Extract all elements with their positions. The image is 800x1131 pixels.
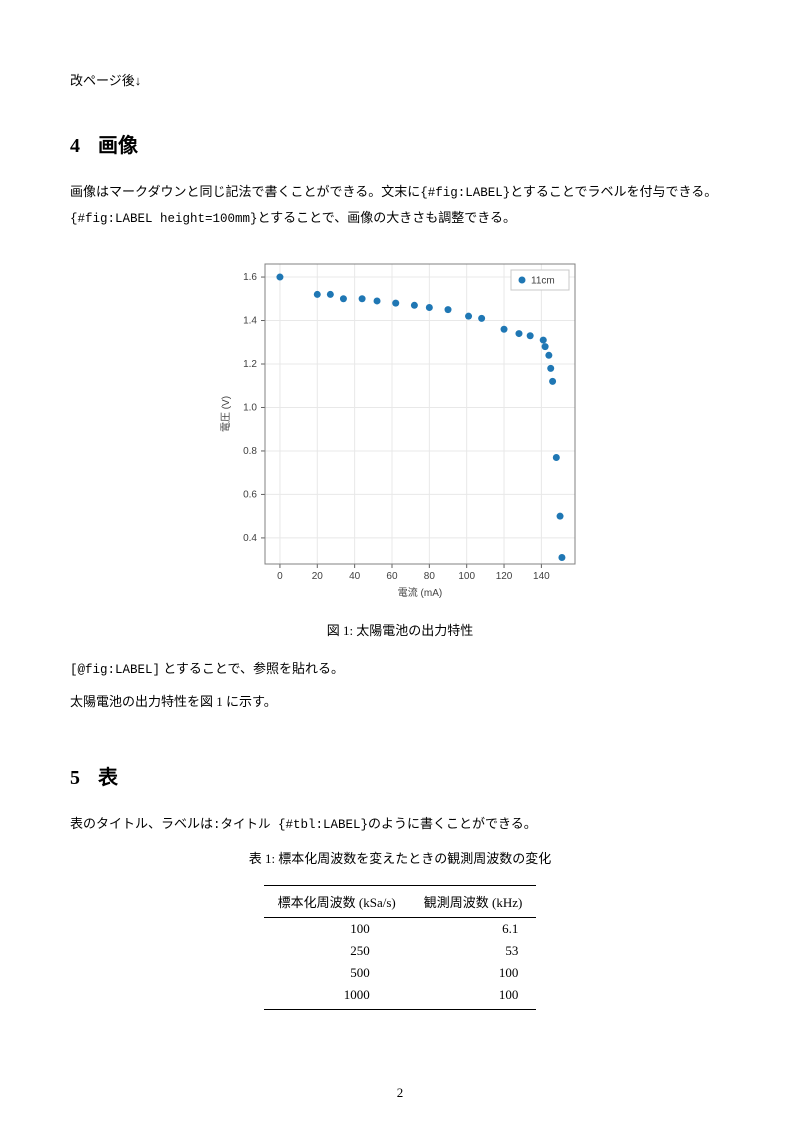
svg-text:20: 20 — [312, 571, 324, 582]
table-row: 1000100 — [264, 984, 537, 1010]
table-row: 500100 — [264, 962, 537, 984]
svg-text:電圧 (V): 電圧 (V) — [220, 395, 232, 431]
svg-text:1.6: 1.6 — [243, 272, 257, 283]
table-container: 標本化周波数 (kSa/s) 観測周波数 (kHz) 1006.12505350… — [70, 885, 730, 1010]
section-4-heading: 4 画像 — [70, 129, 730, 158]
svg-text:0.6: 0.6 — [243, 489, 257, 500]
pagebreak-note: 改ページ後↓ — [70, 70, 730, 89]
table-row: 1006.1 — [264, 917, 537, 940]
page-number: 2 — [0, 1085, 800, 1101]
inline-code: [@fig:LABEL] — [70, 663, 160, 677]
svg-text:140: 140 — [533, 571, 550, 582]
table-cell: 53 — [410, 940, 537, 962]
svg-text:60: 60 — [386, 571, 398, 582]
table-cell: 100 — [410, 962, 537, 984]
svg-text:1.4: 1.4 — [243, 315, 257, 326]
svg-text:80: 80 — [424, 571, 436, 582]
para-text: のように書くことができる。 — [368, 816, 537, 831]
table-header-cell: 観測周波数 (kHz) — [410, 885, 537, 917]
reference-paragraph-2: 太陽電池の出力特性を図 1 に示す。 — [70, 690, 730, 715]
section-5-paragraph: 表のタイトル、ラベルは:タイトル {#tbl:LABEL}のように書くことができ… — [70, 812, 730, 838]
frequency-table: 標本化周波数 (kSa/s) 観測周波数 (kHz) 1006.12505350… — [264, 885, 537, 1010]
section-5-number: 5 — [70, 767, 80, 789]
table-cell: 100 — [264, 917, 410, 940]
section-4-number: 4 — [70, 135, 80, 157]
table-cell: 6.1 — [410, 917, 537, 940]
inline-code: :タイトル {#tbl:LABEL} — [213, 818, 368, 832]
svg-text:1.0: 1.0 — [243, 402, 257, 413]
para-text: 表のタイトル、ラベルは — [70, 816, 213, 831]
figure-block: 0 20 40 60 80 100 120 140 0.4 0.6 0.8 1.0 1.2 1.4 1.6 電… — [70, 250, 730, 610]
svg-text:120: 120 — [496, 571, 513, 582]
svg-text:1.2: 1.2 — [243, 359, 257, 370]
inline-code: {#fig:LABEL height=100mm} — [70, 212, 258, 226]
table-caption: 表 1: 標本化周波数を変えたときの観測周波数の変化 — [70, 848, 730, 867]
scatter-chart: 0 20 40 60 80 100 120 140 0.4 0.6 0.8 1.0 1.2 1.4 1.6 電… — [210, 250, 590, 610]
inline-code: {#fig:LABEL} — [420, 186, 510, 200]
svg-text:100: 100 — [458, 571, 475, 582]
svg-text:40: 40 — [349, 571, 361, 582]
table-header-cell: 標本化周波数 (kSa/s) — [264, 885, 410, 917]
para-text: とすることでラベルを付与できる。 — [510, 184, 717, 199]
para-text: とすることで、参照を貼れる。 — [160, 661, 344, 676]
para-text: 画像はマークダウンと同じ記法で書くことができる。文末に — [70, 184, 420, 199]
table-cell: 100 — [410, 984, 537, 1010]
section-4-title: 画像 — [98, 135, 138, 157]
section-5-heading: 5表 — [70, 761, 730, 790]
table-header-row: 標本化周波数 (kSa/s) 観測周波数 (kHz) — [264, 885, 537, 917]
section-4-paragraph: 画像はマークダウンと同じ記法で書くことができる。文末に{#fig:LABEL}と… — [70, 180, 730, 232]
table-cell: 500 — [264, 962, 410, 984]
para-text: とすることで、画像の大きさも調整できる。 — [258, 210, 516, 225]
table-row: 25053 — [264, 940, 537, 962]
svg-text:0: 0 — [277, 571, 283, 582]
table-cell: 250 — [264, 940, 410, 962]
svg-text:0.8: 0.8 — [243, 445, 257, 456]
section-5-title: 表 — [98, 767, 118, 789]
svg-text:11cm: 11cm — [531, 275, 555, 286]
reference-paragraph-1: [@fig:LABEL] とすることで、参照を貼れる。 — [70, 657, 730, 683]
svg-text:電流 (mA): 電流 (mA) — [398, 586, 442, 599]
table-cell: 1000 — [264, 984, 410, 1010]
figure-caption: 図 1: 太陽電池の出力特性 — [70, 620, 730, 639]
svg-text:0.4: 0.4 — [243, 532, 257, 543]
